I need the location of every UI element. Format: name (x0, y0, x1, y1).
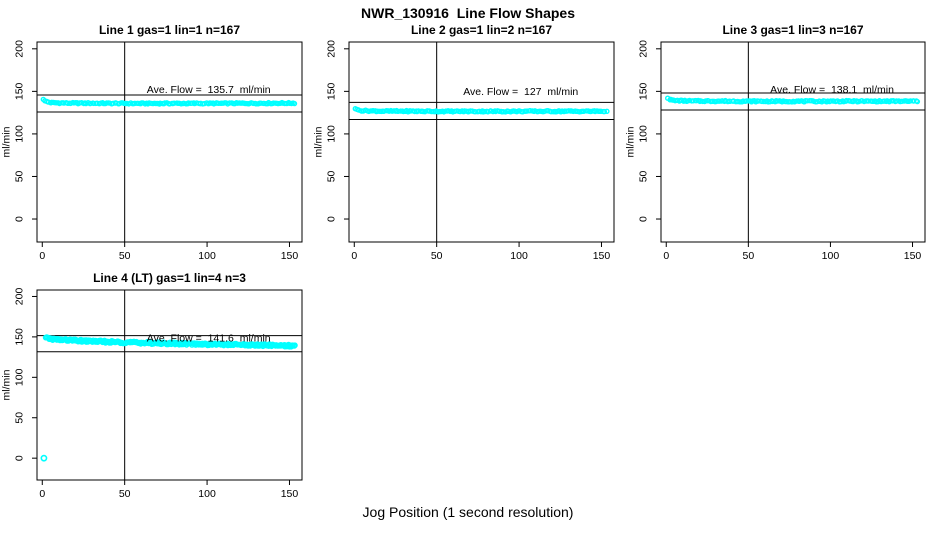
panel-line-1: Line 1 gas=1 lin=1 n=167 0 50 100 150 0 50 100 1… (1, 23, 303, 262)
plot-box (348, 41, 615, 243)
x-tick-label: 0 (39, 488, 45, 500)
y-tick-label: 100 (14, 368, 26, 386)
data-series (42, 334, 298, 350)
y-tick-label: 0 (326, 216, 338, 222)
x-tick-label: 100 (510, 250, 528, 262)
x-tick-label: 50 (742, 250, 754, 262)
x-tick-label: 50 (119, 488, 131, 500)
y-tick-label: 150 (14, 328, 26, 346)
y-tick-label: 50 (14, 170, 26, 182)
x-tick-label: 100 (198, 488, 216, 500)
x-tick-label: 50 (119, 250, 131, 262)
y-tick-label: 0 (14, 216, 26, 222)
y-tick-label: 200 (326, 40, 338, 58)
panel-line-4: Line 4 (LT) gas=1 lin=4 n=3 0 50 100 150 0 50 1… (1, 271, 303, 500)
outlier-point (40, 454, 48, 462)
x-tick-label: 150 (281, 250, 299, 262)
panel-line-3: Line 3 gas=1 lin=3 n=167 0 50 100 150 0 50 100 1… (625, 23, 926, 262)
y-tick-label: 50 (326, 170, 338, 182)
x-tick-label: 50 (431, 250, 443, 262)
y-tick-label: 100 (326, 125, 338, 143)
x-tick-label: 150 (904, 250, 922, 262)
plot-box (36, 289, 303, 481)
y-tick-label: 100 (638, 125, 650, 143)
y-tick-label: 200 (14, 40, 26, 58)
plot-box (36, 41, 303, 243)
x-axis-label: Jog Position (1 second resolution) (362, 504, 574, 520)
y-axis-label: ml/min (625, 126, 637, 157)
panel-title: Line 1 gas=1 lin=1 n=167 (99, 23, 240, 37)
y-tick-label: 200 (638, 40, 650, 58)
y-tick-label: 50 (638, 170, 650, 182)
panel-title: Line 4 (LT) gas=1 lin=4 n=3 (93, 271, 246, 285)
x-tick-label: 100 (822, 250, 840, 262)
data-series (665, 95, 921, 105)
data-series (352, 105, 610, 115)
ave-flow-annotation: Ave. Flow = 127 ml/min (463, 86, 578, 98)
data-series (40, 96, 298, 107)
ave-flow-annotation: Ave. Flow = 135.7 ml/min (147, 84, 271, 96)
y-tick-label: 150 (14, 82, 26, 100)
ave-flow-annotation: Ave. Flow = 138.1 ml/min (770, 84, 894, 96)
y-tick-label: 150 (638, 82, 650, 100)
x-tick-label: 150 (281, 488, 299, 500)
plot-box (660, 41, 926, 243)
x-tick-label: 100 (198, 250, 216, 262)
y-axis-label: ml/min (1, 369, 13, 400)
figure-title: NWR_130916 Line Flow Shapes (361, 5, 575, 21)
panel-line-2: Line 2 gas=1 lin=2 n=167 0 50 100 150 0 50 100 1… (313, 23, 615, 262)
x-tick-label: 0 (351, 250, 357, 262)
x-tick-label: 150 (593, 250, 611, 262)
y-tick-label: 50 (14, 412, 26, 424)
ave-flow-annotation: Ave. Flow = 141.6 ml/min (147, 333, 271, 345)
y-axis-label: ml/min (1, 126, 13, 157)
y-tick-label: 0 (638, 216, 650, 222)
y-tick-label: 150 (326, 82, 338, 100)
y-tick-label: 0 (14, 455, 26, 461)
panel-title: Line 3 gas=1 lin=3 n=167 (722, 23, 863, 37)
y-tick-label: 100 (14, 125, 26, 143)
y-axis-label: ml/min (313, 126, 325, 157)
panel-title: Line 2 gas=1 lin=2 n=167 (411, 23, 552, 37)
y-tick-label: 200 (14, 288, 26, 306)
x-tick-label: 0 (663, 250, 669, 262)
x-tick-label: 0 (39, 250, 45, 262)
